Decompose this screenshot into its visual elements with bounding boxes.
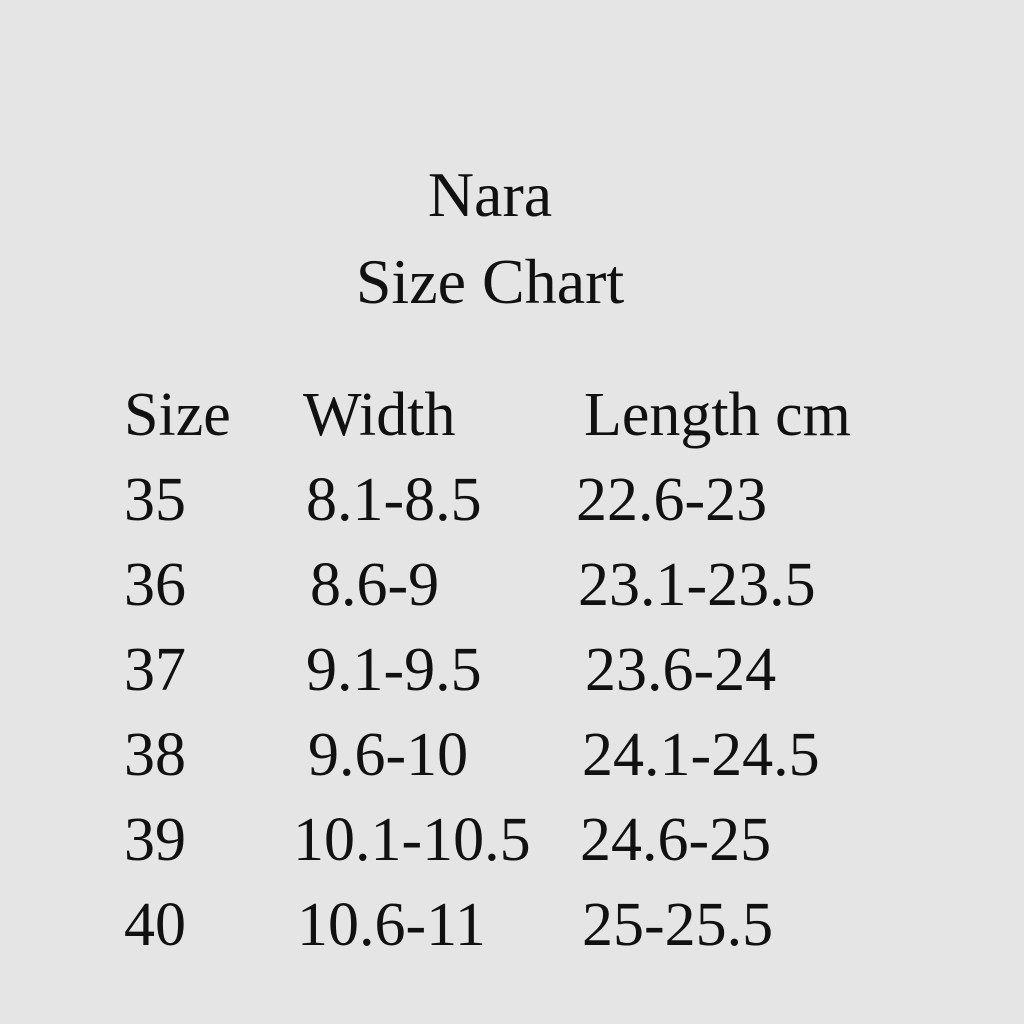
cell-length: 22.6-23	[576, 466, 768, 534]
table-row: 40 10.6-11 25-25.5	[0, 883, 1024, 968]
header-size: Size	[124, 381, 231, 449]
cell-length: 25-25.5	[582, 891, 774, 959]
cell-width: 10.1-10.5	[293, 806, 531, 874]
cell-width: 8.1-8.5	[306, 466, 482, 534]
cell-width: 9.6-10	[308, 721, 469, 789]
cell-size: 40	[124, 891, 186, 959]
table-row: 36 8.6-9 23.1-23.5	[0, 543, 1024, 628]
cell-width: 10.6-11	[297, 891, 486, 959]
table-row: 38 9.6-10 24.1-24.5	[0, 713, 1024, 798]
cell-size: 38	[124, 721, 186, 789]
table-row: 39 10.1-10.5 24.6-25	[0, 798, 1024, 883]
cell-length: 23.6-24	[585, 636, 777, 704]
cell-length: 23.1-23.5	[578, 551, 816, 619]
cell-width: 9.1-9.5	[306, 636, 482, 704]
cell-length: 24.1-24.5	[582, 721, 820, 789]
cell-length: 24.6-25	[580, 806, 772, 874]
header-width: Width	[303, 381, 456, 449]
cell-size: 35	[124, 466, 186, 534]
cell-size: 37	[124, 636, 186, 704]
page-title: Size Chart	[355, 246, 625, 317]
table-row: 37 9.1-9.5 23.6-24	[0, 628, 1024, 713]
cell-size: 36	[124, 551, 186, 619]
header-length: Length cm	[584, 381, 851, 449]
table-header: Size Width Length cm	[0, 373, 1024, 458]
cell-size: 39	[124, 806, 186, 874]
product-name: Nara	[427, 159, 553, 230]
size-chart-table: Size Width Length cm 35 8.1-8.5 22.6-23 …	[0, 373, 1024, 968]
table-row: 35 8.1-8.5 22.6-23	[0, 458, 1024, 543]
cell-width: 8.6-9	[310, 551, 440, 619]
